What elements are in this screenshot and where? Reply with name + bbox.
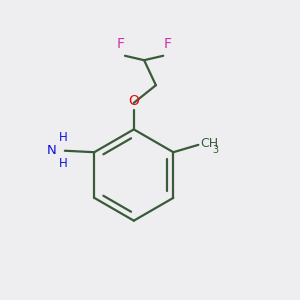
Text: CH: CH — [200, 137, 218, 150]
Text: H: H — [59, 157, 68, 170]
Text: F: F — [117, 38, 124, 51]
Text: F: F — [164, 38, 172, 51]
Text: H: H — [59, 131, 68, 144]
Text: N: N — [47, 144, 57, 157]
Text: 3: 3 — [213, 145, 219, 155]
Text: O: O — [128, 94, 139, 108]
